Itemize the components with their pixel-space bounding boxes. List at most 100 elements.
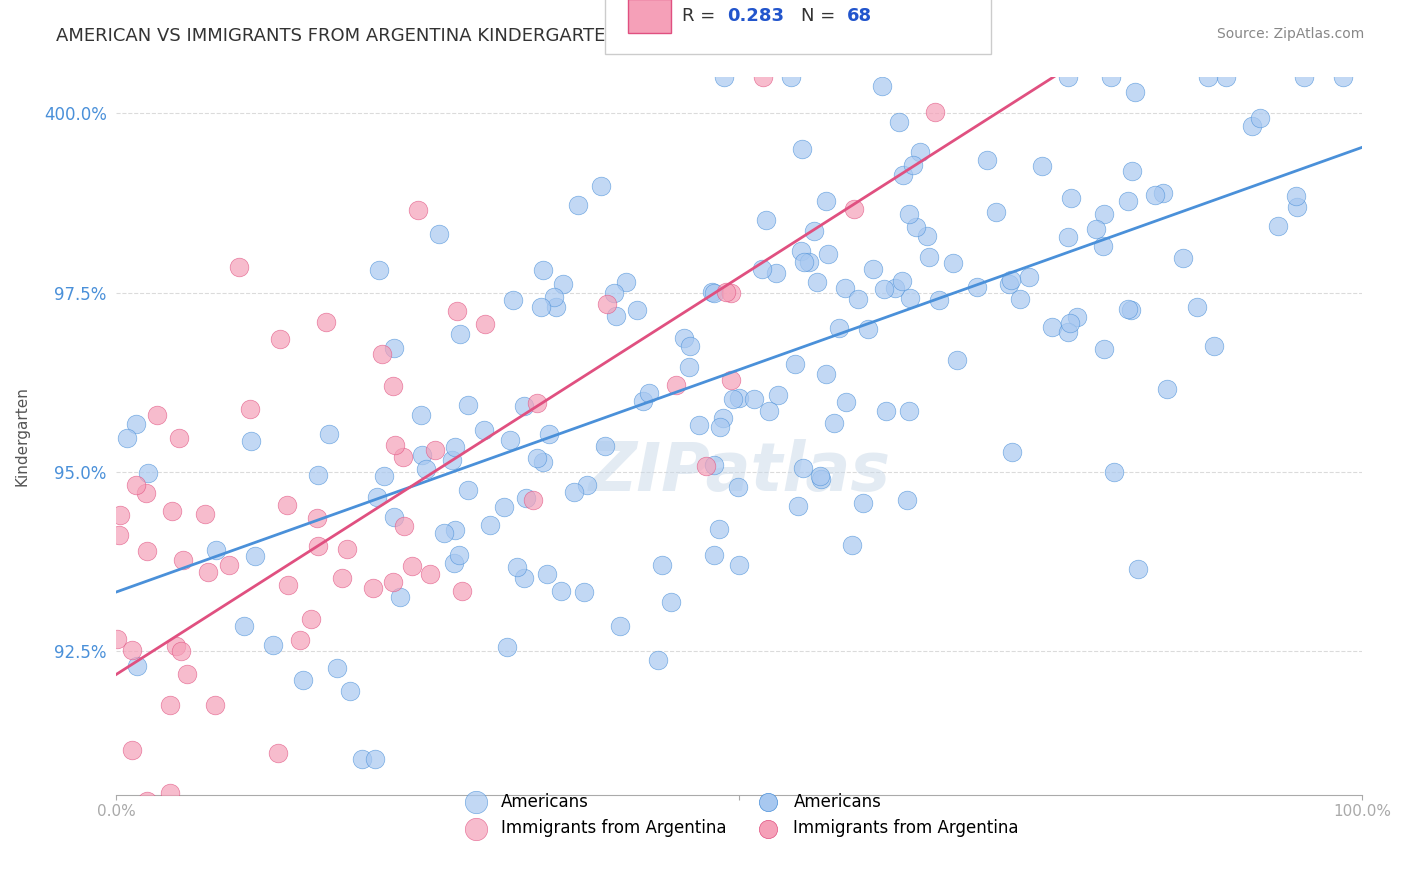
Americans [755, 212, 778, 227]
Americans [243, 549, 266, 563]
Americans [205, 543, 228, 558]
Immigrants from Argentina [290, 633, 312, 648]
Immigrants from Argentina [450, 583, 472, 598]
Americans [846, 292, 869, 306]
Immigrants from Argentina [335, 542, 357, 557]
Americans [605, 310, 627, 324]
Americans [1156, 382, 1178, 396]
Americans [449, 548, 471, 562]
Americans [1171, 251, 1194, 265]
Americans [703, 285, 725, 300]
Americans [679, 339, 702, 353]
Americans [626, 302, 648, 317]
Immigrants from Argentina [665, 378, 688, 392]
Americans [388, 591, 411, 605]
Americans [537, 427, 560, 442]
Immigrants from Argentina [170, 644, 193, 658]
Americans [823, 416, 845, 430]
Americans [515, 491, 537, 505]
Americans [751, 261, 773, 276]
Text: Source: ZipAtlas.com: Source: ZipAtlas.com [1216, 27, 1364, 41]
Text: R =: R = [682, 7, 721, 25]
Americans [526, 450, 548, 465]
Americans [1057, 325, 1080, 339]
Immigrants from Argentina [141, 859, 163, 873]
Americans [1152, 186, 1174, 200]
Immigrants from Argentina [186, 810, 208, 824]
Americans [703, 458, 725, 472]
Americans [814, 194, 837, 209]
Americans [513, 399, 536, 413]
Americans [115, 431, 138, 445]
Immigrants from Argentina [301, 612, 323, 626]
Immigrants from Argentina [720, 285, 742, 300]
Text: 68: 68 [846, 7, 872, 25]
Americans [758, 404, 780, 418]
Immigrants from Argentina [159, 698, 181, 712]
Americans [1249, 111, 1271, 125]
Immigrants from Argentina [108, 527, 131, 541]
Americans [1143, 188, 1166, 202]
Americans [918, 250, 941, 264]
Immigrants from Argentina [160, 504, 183, 518]
Americans [536, 567, 558, 582]
Immigrants from Argentina [194, 507, 217, 521]
Americans [502, 293, 524, 308]
Immigrants from Argentina [277, 578, 299, 592]
Americans [711, 411, 734, 425]
Y-axis label: Kindergarten: Kindergarten [15, 386, 30, 486]
Immigrants from Argentina [384, 438, 406, 452]
Americans [898, 291, 921, 305]
Americans [790, 244, 813, 258]
Americans [136, 466, 159, 480]
Americans [897, 404, 920, 418]
Immigrants from Argentina [172, 553, 194, 567]
Americans [852, 496, 875, 510]
Immigrants from Argentina [392, 450, 415, 464]
Immigrants from Argentina [419, 567, 441, 582]
Legend: Americans, Immigrants from Argentina, Americans, Immigrants from Argentina: Americans, Immigrants from Argentina, Am… [453, 786, 1025, 844]
Immigrants from Argentina [382, 379, 405, 393]
Immigrants from Argentina [695, 459, 717, 474]
Americans [765, 266, 787, 280]
Immigrants from Argentina [298, 859, 321, 873]
Americans [659, 595, 682, 609]
Immigrants from Argentina [382, 575, 405, 590]
Immigrants from Argentina [361, 581, 384, 595]
Immigrants from Argentina [105, 632, 128, 646]
Immigrants from Argentina [218, 558, 240, 573]
Americans [307, 468, 329, 483]
Immigrants from Argentina [305, 510, 328, 524]
Americans [946, 352, 969, 367]
Immigrants from Argentina [526, 396, 548, 410]
Immigrants from Argentina [307, 539, 329, 553]
Americans [1056, 70, 1078, 85]
Americans [841, 538, 863, 552]
Americans [368, 262, 391, 277]
Americans [1202, 339, 1225, 353]
Immigrants from Argentina [167, 431, 190, 445]
Americans [616, 275, 638, 289]
Americans [673, 331, 696, 345]
Americans [415, 462, 437, 476]
Americans [828, 321, 851, 335]
Americans [862, 262, 884, 277]
Americans [984, 205, 1007, 219]
Americans [499, 433, 522, 447]
Americans [1102, 466, 1125, 480]
Americans [797, 255, 820, 269]
Text: ZIPatlas: ZIPatlas [588, 439, 890, 505]
Americans [792, 461, 814, 475]
Immigrants from Argentina [330, 571, 353, 585]
Americans [678, 359, 700, 374]
Text: AMERICAN VS IMMIGRANTS FROM ARGENTINA KINDERGARTEN CORRELATION CHART: AMERICAN VS IMMIGRANTS FROM ARGENTINA KI… [56, 27, 820, 45]
Immigrants from Argentina [108, 508, 131, 523]
Americans [835, 394, 858, 409]
Americans [858, 322, 880, 336]
Americans [904, 219, 927, 234]
Americans [593, 438, 616, 452]
Immigrants from Argentina [392, 519, 415, 533]
Americans [810, 468, 832, 483]
Americans [444, 524, 467, 538]
Americans [240, 434, 263, 449]
